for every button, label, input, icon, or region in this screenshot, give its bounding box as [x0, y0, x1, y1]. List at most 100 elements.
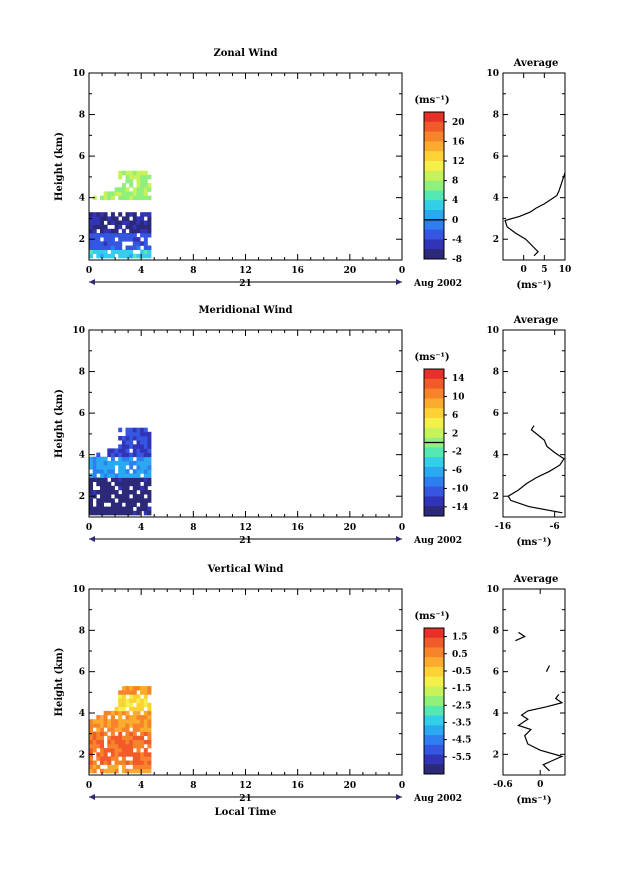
- y-axis-label: Height (km): [54, 389, 65, 458]
- heatmap-cell: [118, 506, 123, 512]
- average-profile-line: [507, 425, 565, 514]
- heatmap-cell: [121, 436, 126, 441]
- heatmap-cell: [121, 498, 126, 503]
- x-tick-label: 4: [138, 523, 144, 533]
- heatmap-cell: [143, 224, 148, 230]
- heatmap-cell: [140, 170, 145, 176]
- heatmap-cell: [103, 748, 108, 753]
- heatmap-cell: [132, 502, 137, 507]
- average-profile: Average 2 4 6 8 10 -16 -6 (ms⁻¹): [486, 315, 566, 548]
- heatmap-cell: [147, 760, 152, 765]
- heatmap-cell: [107, 723, 112, 728]
- heatmap-cell: [129, 731, 134, 736]
- heatmap-cell: [118, 752, 123, 757]
- x-tick-label: 20: [344, 781, 357, 791]
- heatmap-cell: [118, 237, 123, 242]
- average-x-label: (ms⁻¹): [516, 795, 551, 806]
- heatmap-cell: [89, 249, 93, 255]
- average-x-tick-label: -6: [550, 522, 560, 532]
- colorbar-step: [424, 764, 444, 775]
- heatmap-cell: [136, 756, 141, 761]
- heatmap-cell: [140, 253, 145, 259]
- heatmap-cell: [110, 719, 115, 724]
- heatmap-cell: [132, 739, 137, 745]
- heatmap-cell: [114, 228, 119, 234]
- heatmap-cell: [92, 460, 97, 466]
- heatmap-cell: [143, 220, 148, 225]
- heatmap-cell: [118, 249, 123, 255]
- heatmap-cell: [110, 768, 115, 774]
- average-frame: [502, 329, 566, 518]
- heatmap-cell: [121, 764, 126, 770]
- average-y-tick-label: 2: [493, 492, 499, 502]
- heatmap-cell: [103, 490, 108, 495]
- heatmap-cell: [125, 448, 130, 453]
- heatmap-cell: [92, 477, 97, 482]
- heatmap-cell: [129, 460, 134, 466]
- heatmap-cell: [107, 245, 112, 250]
- heatmap-cell: [118, 436, 123, 441]
- heatmap-cell: [103, 460, 108, 466]
- average-y-tick-label: 10: [486, 326, 499, 336]
- heatmap-cell: [143, 179, 148, 184]
- heatmap-cell: [129, 249, 134, 255]
- heatmap-cell: [125, 690, 130, 695]
- heatmap-cell: [103, 224, 108, 230]
- heatmap-cell: [132, 727, 137, 732]
- colorbar-tick-label: 12: [452, 157, 465, 167]
- heatmap-cell: [110, 739, 115, 745]
- heatmap-cell: [110, 710, 115, 716]
- heatmap-cell: [143, 460, 148, 466]
- heatmap-cell: [129, 502, 134, 507]
- heatmap-cell: [147, 752, 152, 757]
- heatmap-cell: [147, 706, 152, 712]
- heatmap-cell: [129, 224, 134, 230]
- heatmap-cell: [96, 506, 101, 512]
- heatmap-cell: [147, 460, 152, 466]
- heatmap-cell: [140, 187, 145, 192]
- heatmap-cell: [100, 739, 104, 745]
- heatmap-cell: [129, 735, 134, 741]
- heatmap-cell: [121, 233, 126, 238]
- heatmap-cell: [143, 710, 148, 716]
- y-tick-label: 8: [79, 626, 85, 636]
- heatmap-cell: [129, 465, 134, 470]
- colorbar-tick-label: -4.5: [452, 736, 471, 746]
- colorbar-step: [424, 506, 444, 517]
- heatmap-cell: [129, 253, 134, 259]
- heatmap-cell: [100, 477, 104, 482]
- x-tick-label: 8: [190, 266, 196, 276]
- heatmap-cell: [96, 490, 101, 495]
- heatmap-cell: [89, 212, 93, 217]
- heatmap-cell: [132, 744, 137, 749]
- heatmap-cell: [103, 760, 108, 765]
- heatmap-cell: [140, 764, 145, 770]
- x-tick-label: 0: [399, 781, 405, 791]
- heatmap-cell: [110, 506, 115, 512]
- heatmap-cell: [136, 452, 141, 458]
- heatmap-cell: [143, 473, 148, 478]
- average-y-tick-label: 2: [493, 750, 499, 760]
- heatmap-cell: [136, 183, 141, 188]
- heatmap-cell: [110, 469, 115, 474]
- y-tick-label: 8: [79, 368, 85, 378]
- heatmap-cell: [118, 510, 123, 516]
- heatmap-cell: [100, 212, 104, 217]
- heatmap-cell: [147, 456, 152, 462]
- heatmap-cell: [147, 444, 152, 449]
- heatmap-cell: [143, 752, 148, 757]
- heatmap-cell: [100, 253, 104, 259]
- heatmap-cell: [132, 170, 137, 176]
- heatmap-cell: [118, 715, 123, 720]
- date-label: Aug 2002: [413, 794, 462, 804]
- heatmap-cell: [136, 228, 141, 234]
- heatmap-cell: [143, 183, 148, 188]
- heatmap-cell: [114, 502, 119, 507]
- x-tick-label: 16: [291, 523, 304, 533]
- average-x-tick-label: 10: [559, 265, 572, 275]
- heatmap-cell: [125, 502, 130, 507]
- heatmap-cell: [129, 444, 134, 449]
- heatmap-cell: [125, 191, 130, 196]
- heatmap-cell: [121, 485, 126, 491]
- heatmap-cell: [92, 456, 97, 462]
